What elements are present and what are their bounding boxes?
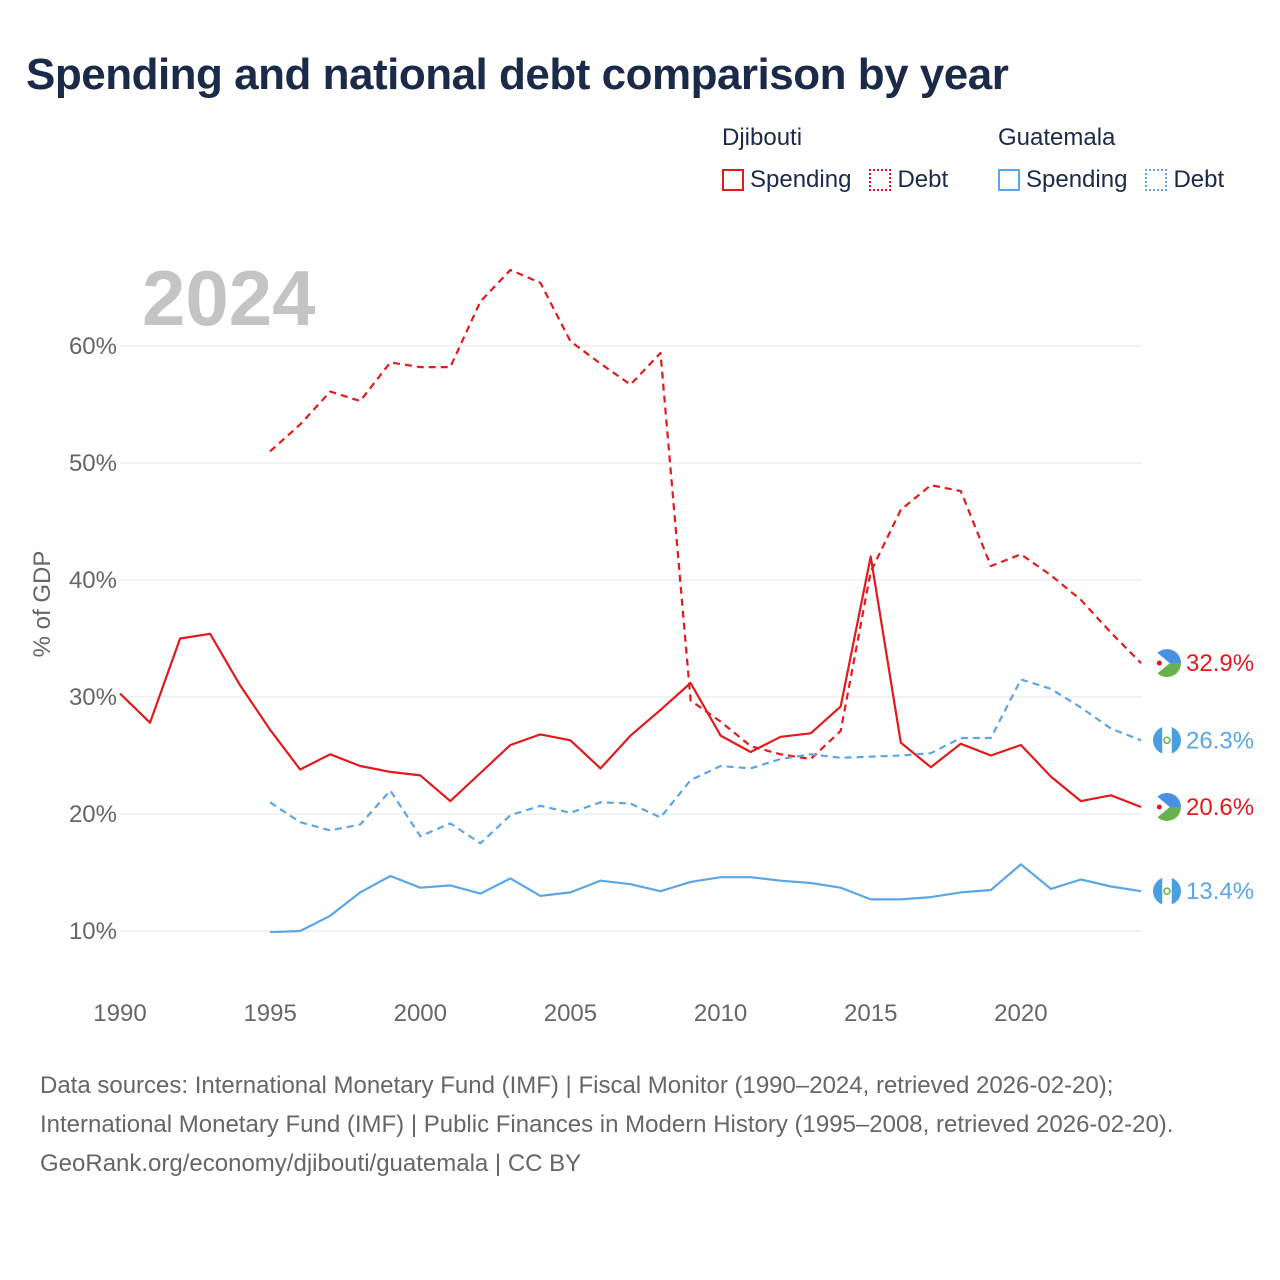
legend-group-guatemala: Guatemala Spending Debt — [998, 124, 1224, 194]
legend-country-guatemala: Guatemala — [998, 124, 1116, 151]
legend-guatemala-debt[interactable]: Debt — [1145, 166, 1224, 194]
guatemala-flag-icon — [1153, 877, 1181, 906]
chart-title: Spending and national debt comparison by… — [26, 50, 1009, 99]
end-value-label: 32.9% — [1186, 650, 1254, 677]
x-tick-label: 1990 — [93, 1000, 146, 1027]
legend-country-djibouti: Djibouti — [722, 124, 803, 151]
legend-djibouti-debt[interactable]: Debt — [869, 166, 948, 194]
series-end-labels: 20.6% 32.9% 13.4% 26.3% — [1153, 649, 1254, 906]
footer: Data sources: International Monetary Fun… — [40, 1066, 1240, 1183]
legend-label: Debt — [1173, 166, 1225, 193]
djibouti-flag-icon — [1153, 649, 1181, 678]
end-value-label: 20.6% — [1186, 794, 1254, 821]
x-tick-label: 2015 — [844, 1000, 897, 1027]
legend-guatemala-spending[interactable]: Spending — [998, 166, 1127, 194]
y-tick-label: 10% — [69, 918, 117, 945]
x-tick-label: 2005 — [544, 1000, 597, 1027]
legend-djibouti-spending[interactable]: Spending — [722, 166, 851, 194]
legend-swatch-solid-icon — [998, 169, 1020, 191]
series-line-djibouti-spending[interactable] — [119, 555, 1142, 809]
guatemala-flag-icon — [1153, 726, 1181, 755]
series-line-djibouti-debt[interactable] — [269, 268, 1142, 761]
x-tick-label: 1995 — [243, 1000, 296, 1027]
djibouti-flag-icon — [1153, 792, 1181, 821]
legend-swatch-dashed-icon — [1145, 169, 1168, 191]
y-axis-title: % of GDP — [29, 551, 56, 658]
credit-link[interactable]: GeoRank.org/economy/djibouti/guatemala |… — [40, 1150, 582, 1177]
legend-swatch-solid-icon — [722, 169, 744, 191]
legend-label: Spending — [750, 166, 852, 193]
series-line-guatemala-spending[interactable] — [270, 863, 1142, 934]
y-tick-label: 60% — [69, 333, 117, 360]
y-tick-label: 30% — [69, 684, 117, 711]
end-value-label: 26.3% — [1186, 727, 1254, 754]
end-value-label: 13.4% — [1186, 878, 1254, 905]
y-tick-label: 20% — [69, 801, 117, 828]
x-axis-ticks: 1990 1995 2000 2005 2010 2015 2020 — [93, 1000, 1047, 1027]
x-tick-label: 2000 — [394, 1000, 447, 1027]
legend-label: Debt — [897, 166, 949, 193]
series-line-guatemala-debt[interactable] — [269, 678, 1142, 845]
legend-label: Spending — [1026, 166, 1128, 193]
series-lines — [119, 268, 1142, 934]
current-year-label: 2024 — [142, 254, 316, 342]
legend-group-djibouti: Djibouti Spending Debt — [722, 124, 948, 194]
data-sources-note: Data sources: International Monetary Fun… — [40, 1072, 1174, 1138]
gridlines — [120, 345, 1141, 932]
y-axis-ticks: 10% 20% 30% 40% 50% 60% — [69, 333, 117, 945]
x-tick-label: 2010 — [694, 1000, 747, 1027]
y-tick-label: 40% — [69, 567, 117, 594]
y-tick-label: 50% — [69, 450, 117, 477]
legend-swatch-dashed-icon — [869, 169, 892, 191]
x-tick-label: 2020 — [994, 1000, 1047, 1027]
